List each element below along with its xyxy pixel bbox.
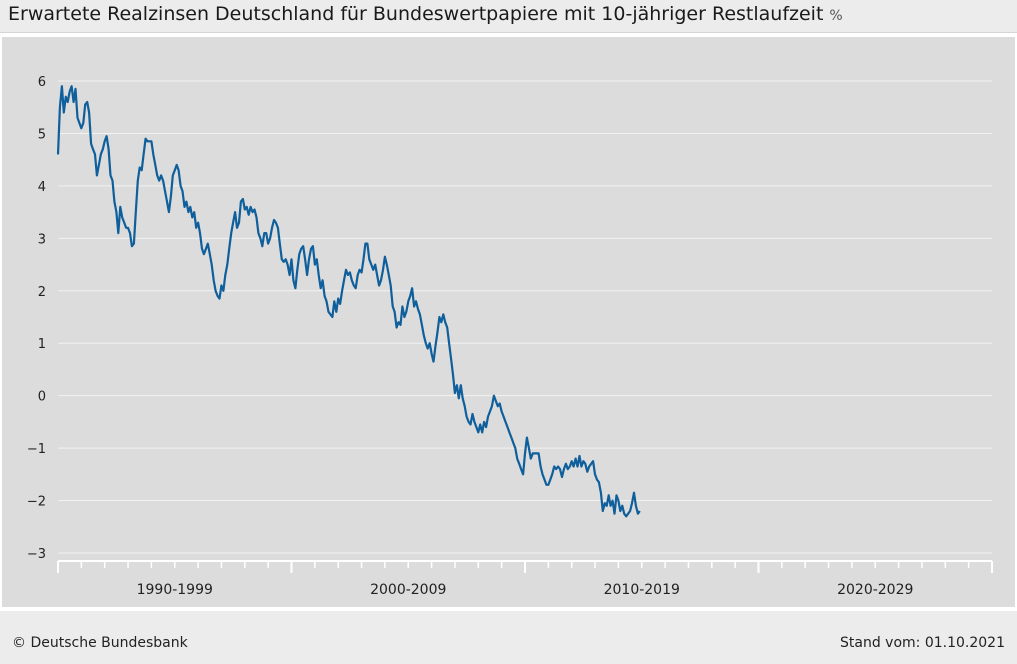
unit-label: %	[829, 8, 843, 24]
data-date-text: Stand vom: 01.10.2021	[840, 635, 1005, 651]
x-decade-label: 1990-1999	[137, 582, 213, 598]
chart-title: Erwartete Realzinsen Deutschland für Bun…	[8, 3, 843, 25]
x-decade-label: 2000-2009	[370, 582, 446, 598]
y-tick-label: 1	[38, 337, 46, 352]
line-chart: 6 5 4 3 2 1 0 −1 −2 −3 1990-1999 2000-2009 2010-2019…	[27, 75, 993, 598]
y-tick-label: 0	[38, 390, 46, 405]
series-line	[56, 85, 641, 518]
y-tick-label: −2	[27, 495, 46, 510]
y-tick-label: −1	[27, 442, 46, 457]
chart-title-text: Erwartete Realzinsen Deutschland für Bun…	[8, 3, 824, 25]
y-tick-label: 3	[38, 232, 46, 247]
y-tick-label: 6	[38, 75, 46, 90]
footer-bar: © Deutsche Bundesbank Stand vom: 01.10.2…	[0, 611, 1017, 664]
y-tick-label: 4	[38, 180, 46, 195]
y-tick-label: 2	[38, 285, 46, 300]
x-decade-label: 2020-2029	[837, 582, 913, 598]
header-bar: Erwartete Realzinsen Deutschland für Bun…	[0, 0, 1017, 33]
copyright-text: © Deutsche Bundesbank	[12, 635, 188, 651]
y-tick-label: 5	[38, 127, 46, 142]
y-tick-label: −3	[27, 547, 46, 562]
chart-panel: 6 5 4 3 2 1 0 −1 −2 −3 1990-1999 2000-2009 2010-2019…	[2, 37, 1015, 607]
x-decade-label: 2010-2019	[604, 582, 680, 598]
